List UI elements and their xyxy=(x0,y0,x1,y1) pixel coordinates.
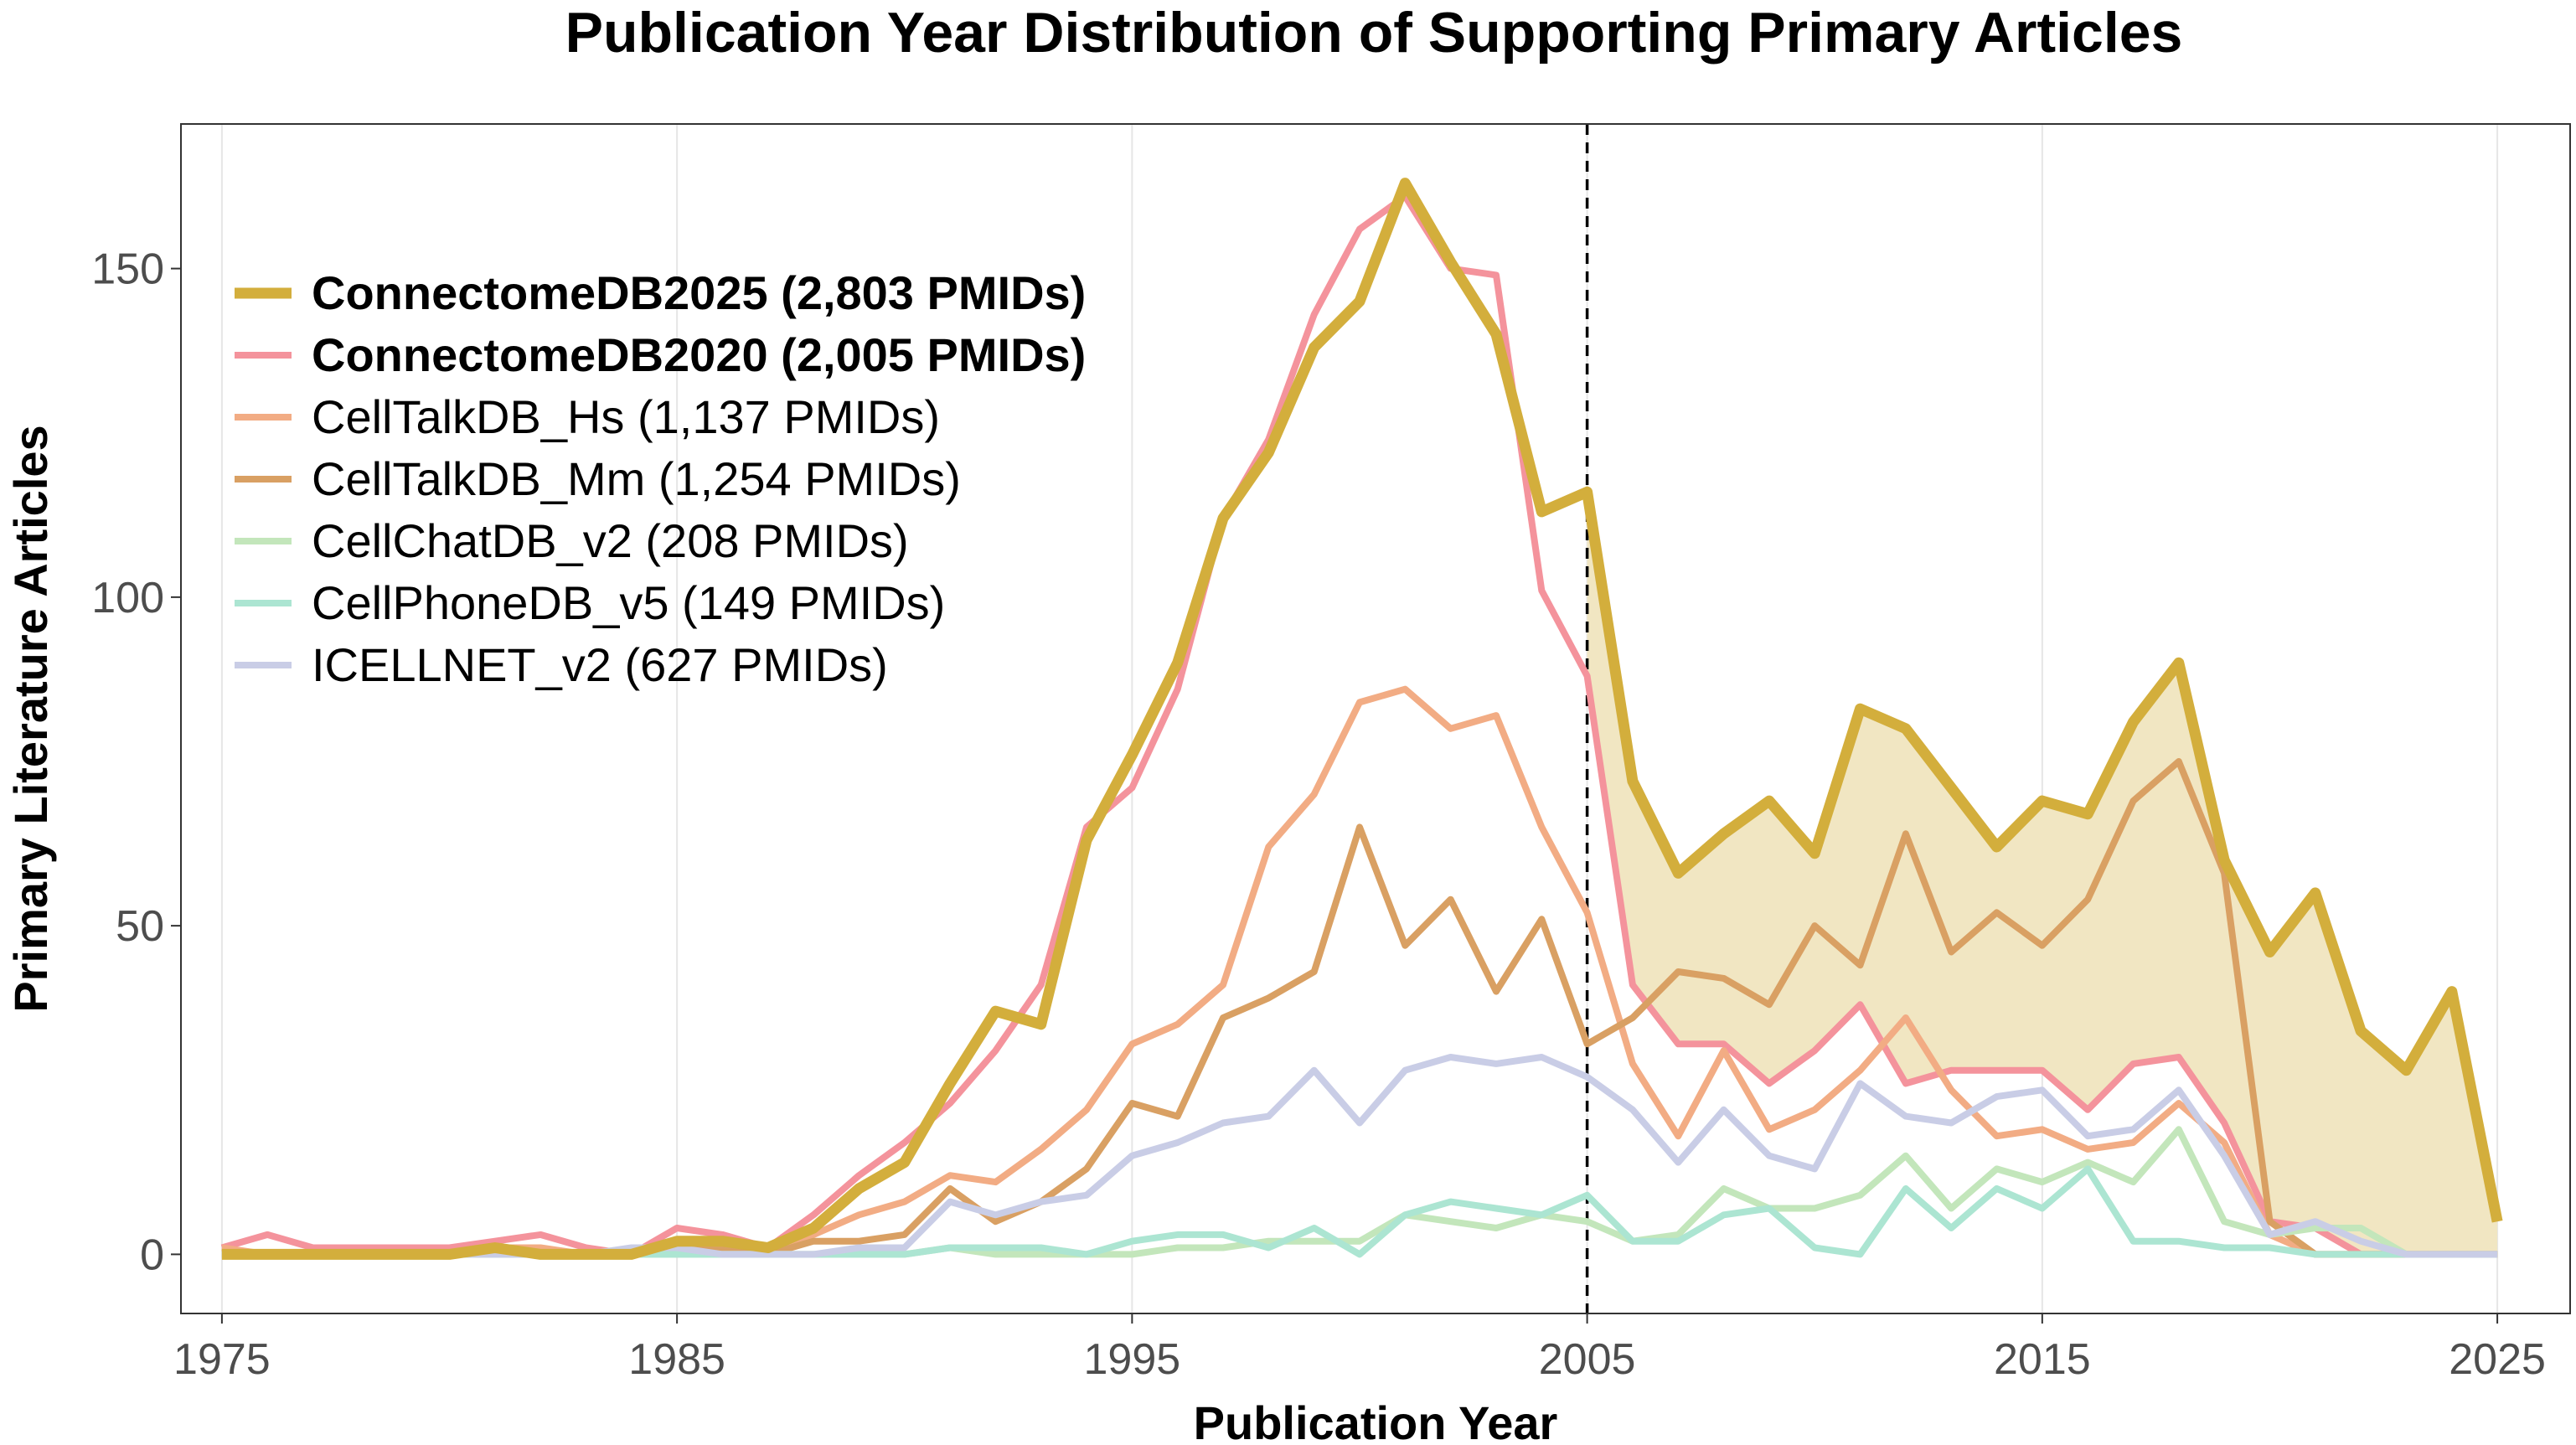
legend: ConnectomeDB2025 (2,803 PMIDs) Connectome… xyxy=(235,266,1086,691)
plot-panel-border xyxy=(180,123,2571,1314)
legend-label-celltalkdb-mm: CellTalkDB_Mm (1,254 PMIDs) xyxy=(312,452,961,505)
chart-title: Publication Year Distribution of Support… xyxy=(565,1,2183,65)
x-tick-label-2025: 2025 xyxy=(2449,1335,2546,1384)
x-axis-ticks: 1975 1985 1995 2005 2015 2025 xyxy=(173,1313,2546,1384)
x-tick-label-2015: 2015 xyxy=(1994,1335,2091,1384)
shaded-area-polygon xyxy=(1587,492,2498,1255)
y-tick-label-150: 150 xyxy=(91,245,164,294)
y-axis-title: Primary Literature Articles xyxy=(4,425,57,1012)
y-tick-label-0: 0 xyxy=(140,1231,164,1279)
shaded-difference-area xyxy=(1587,492,2498,1255)
series-lines xyxy=(220,178,2503,1260)
y-tick-label-100: 100 xyxy=(91,574,164,622)
gridlines xyxy=(220,124,2499,1313)
series-line-connectomedb2025 xyxy=(221,178,2503,1260)
legend-label-icellnet-v2: ICELLNET_v2 (627 PMIDs) xyxy=(312,638,888,691)
x-tick-label-1985: 1985 xyxy=(628,1335,725,1384)
series-line-cellchatdb-v2 xyxy=(221,1126,2498,1258)
y-axis-ticks: 0 50 100 150 xyxy=(91,245,181,1279)
legend-label-connectomedb2025: ConnectomeDB2025 (2,803 PMIDs) xyxy=(312,266,1086,319)
legend-label-cellchatdb-v2: CellChatDB_v2 (208 PMIDs) xyxy=(312,514,909,567)
legend-label-cellphonedb-v5: CellPhoneDB_v5 (149 PMIDs) xyxy=(312,576,945,629)
legend-label-celltalkdb-hs: CellTalkDB_Hs (1,137 PMIDs) xyxy=(312,390,940,443)
x-tick-label-2005: 2005 xyxy=(1539,1335,1636,1384)
x-axis-title: Publication Year xyxy=(1194,1396,1558,1445)
legend-label-connectomedb2020: ConnectomeDB2020 (2,005 PMIDs) xyxy=(312,328,1086,381)
x-tick-label-1975: 1975 xyxy=(173,1335,271,1384)
y-tick-label-50: 50 xyxy=(116,902,164,951)
x-tick-label-1995: 1995 xyxy=(1084,1335,1181,1384)
